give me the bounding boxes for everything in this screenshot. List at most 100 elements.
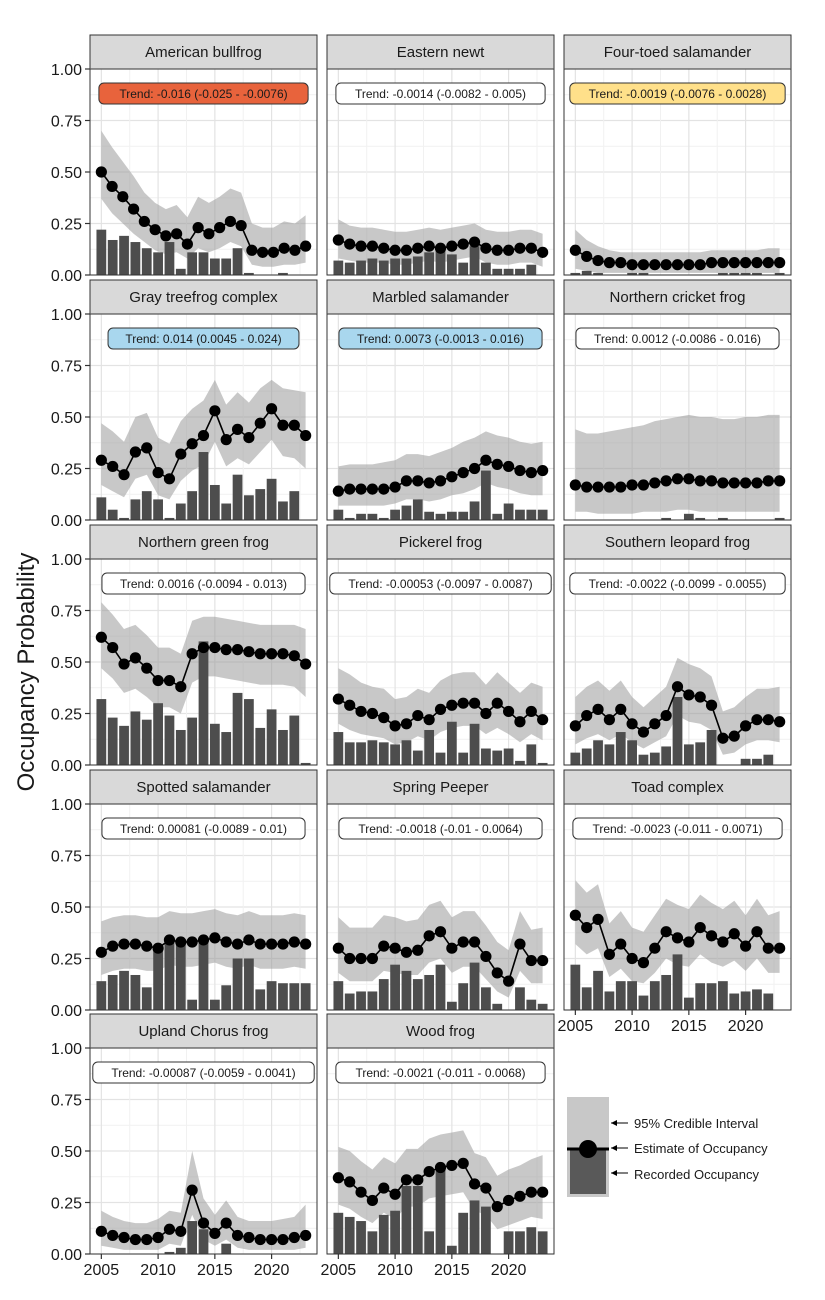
estimate-point	[332, 693, 344, 705]
recorded-occupancy-bar	[412, 499, 423, 520]
estimate-point	[480, 242, 492, 254]
panel-border	[326, 558, 555, 766]
recorded-occupancy-bar	[604, 744, 615, 765]
panel-border	[326, 1047, 555, 1255]
recorded-occupancy-bar	[119, 235, 129, 275]
recorded-occupancy-bar	[718, 272, 728, 275]
recorded-occupancy-bar	[130, 499, 141, 520]
recorded-occupancy-bar	[604, 991, 615, 1010]
y-tick-label: 0.25	[51, 217, 82, 234]
estimate-point	[525, 242, 537, 254]
recorded-occupancy-bar	[412, 750, 423, 765]
estimate-point	[637, 957, 650, 969]
estimate-point	[728, 257, 740, 269]
estimate-point	[480, 454, 492, 466]
recorded-occupancy-bar	[627, 740, 637, 765]
recorded-occupancy-bar	[424, 252, 435, 275]
trend-box	[338, 327, 543, 350]
facet-title: Toad complex	[631, 779, 724, 796]
estimate-point	[751, 257, 763, 269]
estimate-point	[355, 952, 367, 965]
estimate-point	[503, 975, 515, 987]
trend-text: Trend: -0.00087 (-0.0059 - 0.0041)	[111, 1066, 295, 1080]
recorded-occupancy-bar	[221, 1243, 232, 1254]
legend: 95% Credible Interval Estimate of Occupan…	[567, 1097, 768, 1197]
recorded-occupancy-bar	[96, 699, 107, 765]
recorded-occupancy-bar	[367, 1231, 378, 1254]
recorded-occupancy-bar	[718, 981, 728, 1010]
estimate-point	[514, 242, 526, 254]
estimate-point	[266, 1233, 278, 1246]
estimate-point	[671, 681, 684, 693]
recorded-occupancy-bar	[661, 746, 672, 765]
estimate-point	[671, 259, 684, 271]
estimate-point	[423, 714, 435, 726]
recorded-occupancy-bar	[175, 268, 186, 275]
y-tick-label: 1.00	[51, 797, 82, 814]
recorded-occupancy-bar	[367, 513, 378, 520]
recorded-occupancy-bar	[232, 248, 243, 275]
y-tick-label: 1.00	[51, 307, 82, 324]
legend-arrowhead	[611, 1145, 617, 1151]
recorded-occupancy-bar	[481, 262, 491, 275]
estimate-point	[717, 936, 729, 948]
trend-label: Trend: 0.00081 (-0.0089 - 0.01)	[101, 817, 306, 840]
recorded-occupancy-bar	[378, 517, 389, 520]
trend-label: Trend: -0.00053 (-0.0097 - 0.0087)	[329, 572, 552, 595]
recorded-occupancy-bar	[164, 1251, 175, 1254]
legend-point-swatch	[579, 1140, 597, 1158]
estimate-point	[243, 646, 255, 658]
recorded-occupancy-bar	[481, 1206, 491, 1254]
recorded-occupancy-bar	[153, 252, 163, 275]
estimate-point	[366, 240, 378, 252]
estimate-point	[581, 481, 593, 493]
recorded-occupancy-bar	[581, 987, 592, 1010]
recorded-occupancy-bar	[412, 256, 423, 275]
recorded-occupancy-bar	[164, 715, 175, 765]
estimate-point	[209, 1227, 221, 1239]
estimate-point	[592, 703, 604, 715]
estimate-point	[152, 942, 164, 954]
recorded-occupancy-bar	[175, 942, 186, 1010]
estimate-point	[592, 254, 604, 267]
estimate-point	[355, 1186, 367, 1198]
estimate-point	[389, 720, 401, 732]
recorded-occupancy-bar	[503, 268, 514, 275]
estimate-point	[683, 936, 695, 948]
estimate-point	[197, 1217, 210, 1229]
recorded-occupancy-bar	[278, 501, 288, 520]
legend-item-label: Recorded Occupancy	[634, 1167, 760, 1182]
facet-strip	[563, 769, 792, 805]
estimate-point	[277, 938, 289, 950]
recorded-occupancy-bar	[683, 744, 694, 765]
estimate-point	[446, 471, 458, 483]
recorded-occupancy-bar	[266, 981, 277, 1010]
recorded-occupancy-bar	[187, 717, 198, 765]
estimate-point	[660, 259, 672, 271]
estimate-point	[231, 423, 244, 435]
credible-interval-ribbon	[575, 880, 780, 984]
recorded-occupancy-bar	[356, 991, 366, 1010]
facet-panel: Spring Peeper Trend: -0.0018 (-0.01 - 0.0…	[326, 769, 555, 1011]
panel-border	[326, 68, 555, 276]
panel-border	[563, 68, 792, 276]
estimate-point	[175, 936, 187, 948]
recorded-occupancy-bar	[119, 517, 129, 520]
trend-text: Trend: -0.0022 (-0.0099 - 0.0055)	[589, 577, 767, 591]
recorded-occupancy-bar	[333, 260, 344, 275]
estimate-point	[480, 1182, 492, 1194]
estimate-point	[762, 714, 774, 726]
estimate-point	[231, 938, 244, 950]
estimate-point	[277, 1233, 289, 1246]
estimate-point	[332, 485, 344, 497]
estimate-point	[514, 938, 526, 950]
estimate-point	[569, 479, 581, 491]
estimate-point	[514, 464, 526, 477]
recorded-occupancy-bar	[344, 262, 355, 275]
recorded-occupancy-bar	[435, 964, 446, 1010]
estimate-point	[300, 1229, 312, 1242]
recorded-occupancy-bar	[435, 1169, 446, 1254]
trend-box	[107, 327, 300, 350]
estimate-point	[107, 940, 119, 952]
trend-text: Trend: -0.00053 (-0.0097 - 0.0087)	[348, 577, 532, 591]
